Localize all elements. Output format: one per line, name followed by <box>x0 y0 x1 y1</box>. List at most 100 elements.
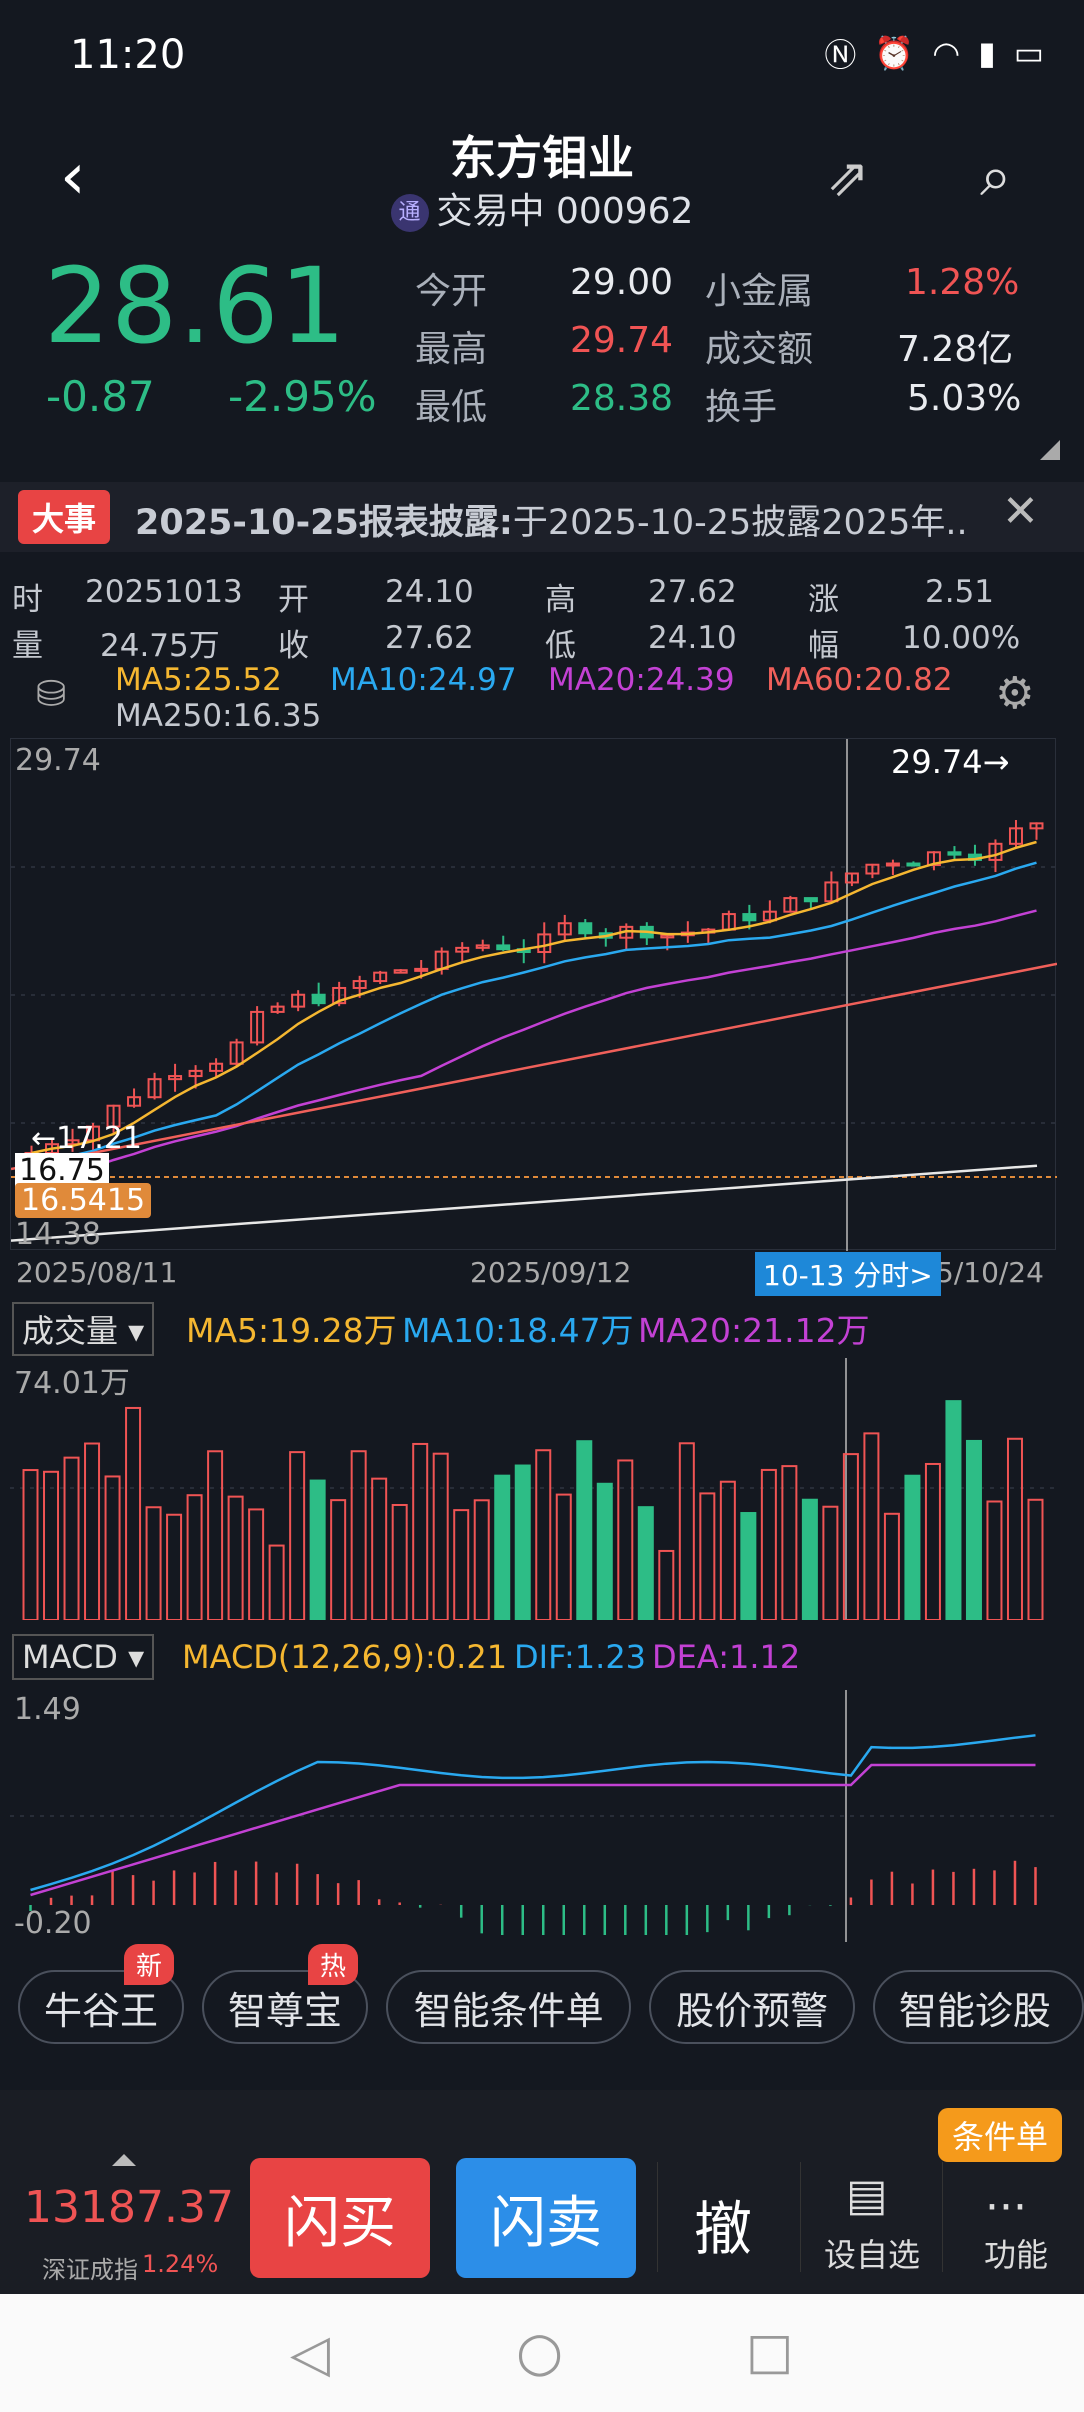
info-open: 24.10 <box>385 574 474 610</box>
price-alert-button[interactable]: 股价预警 <box>649 1970 855 2044</box>
smart-condition-button[interactable]: 智能条件单 <box>386 1970 632 2044</box>
candle <box>455 942 470 963</box>
volume-bar <box>227 1495 244 1621</box>
index-name: 深证成指 <box>42 2256 138 2284</box>
trade-state: 交易中 <box>436 191 545 232</box>
kline-chart[interactable]: 29.74 29.74→ ←17.21 16.75 16.5415 14.38 <box>10 738 1058 1252</box>
volume-bar <box>494 1474 511 1621</box>
ma60-line <box>10 962 1058 1171</box>
vol-ma5: MA5:19.28万 <box>186 1311 397 1350</box>
ma-line <box>31 840 1037 1155</box>
database-icon[interactable]: ⛁ <box>36 674 67 715</box>
volume-bar <box>760 1468 777 1621</box>
divider <box>942 2162 943 2272</box>
volume-bar <box>412 1442 429 1621</box>
watchlist-icon[interactable]: ▤ <box>846 2170 888 2221</box>
volume-bar <box>43 1470 60 1621</box>
candle <box>537 922 552 964</box>
volume-bar <box>678 1442 695 1622</box>
stock-code: 000962 <box>556 191 694 232</box>
info-up-label: 涨 <box>808 582 839 618</box>
volume-bar <box>289 1451 306 1621</box>
candle <box>844 872 859 887</box>
dea-line <box>30 1763 1036 1897</box>
volume-bar <box>719 1480 736 1621</box>
dif-value: DIF:1.23 <box>514 1638 647 1676</box>
nfc-icon: Ⓝ <box>824 36 857 74</box>
candle <box>824 871 839 904</box>
low-label: 最低 <box>415 387 488 428</box>
ma-line <box>31 909 1037 1181</box>
gear-icon[interactable]: ⚙ <box>995 668 1035 719</box>
share-icon[interactable]: ⇗ <box>826 148 870 208</box>
vol-max-label: 74.01万 <box>14 1366 130 1401</box>
btn-label: 股价预警 <box>676 1988 829 2033</box>
volume-bar <box>186 1494 203 1621</box>
condition-order-tag[interactable]: 条件单 <box>938 2108 1063 2162</box>
volume-bar <box>863 1432 880 1621</box>
low-value: 28.38 <box>570 378 674 419</box>
date-start: 2025/08/11 <box>16 1256 178 1289</box>
event-banner[interactable]: 大事 2025-10-25报表披露:于2025-10-25披露2025年.. ✕ <box>0 482 1084 552</box>
macd-selector[interactable]: MACD ▾ <box>12 1634 155 1680</box>
nav-recent-icon[interactable]: □ <box>746 2322 794 2380</box>
info-close-label: 收 <box>278 628 309 664</box>
candle <box>270 1002 285 1014</box>
volume-bar <box>473 1499 490 1621</box>
candle <box>65 1128 80 1152</box>
function-label[interactable]: 功能 <box>984 2236 1049 2274</box>
volume-bar <box>63 1456 80 1621</box>
flash-buy-button[interactable]: 闪买 <box>250 2158 430 2278</box>
turnover-rate-label: 换手 <box>705 387 778 428</box>
vol-ma20: MA20:21.12万 <box>638 1311 870 1350</box>
macd-value: MACD(12,26,9):0.21 <box>182 1638 508 1676</box>
volume-bar <box>658 1549 675 1621</box>
ma20-label: MA20:24.39 <box>548 662 735 698</box>
cancel-button[interactable]: 撤 <box>694 2195 753 2263</box>
status-bar: 11:20 Ⓝ ⏰ ◠ ▮ ▭ <box>0 0 1084 110</box>
ma10-label: MA10:24.97 <box>330 662 517 698</box>
stock-name: 东方钼业 <box>450 131 634 185</box>
event-tag: 大事 <box>18 490 111 544</box>
info-low: 24.10 <box>648 620 737 656</box>
expand-corner-icon[interactable] <box>1040 440 1060 460</box>
candle <box>127 1088 142 1108</box>
ma-line <box>31 861 1037 1164</box>
nav-back-icon[interactable]: ◁ <box>290 2324 330 2384</box>
dif-line <box>30 1734 1036 1892</box>
price-change-pct: -2.95% <box>228 372 377 421</box>
btn-label: 智尊宝 <box>228 1988 343 2033</box>
candle <box>496 935 511 951</box>
volume-selector[interactable]: 成交量 ▾ <box>12 1302 155 1356</box>
close-icon[interactable]: ✕ <box>1002 486 1039 537</box>
ma60-label: MA60:20.82 <box>766 662 953 698</box>
info-high-label: 高 <box>545 582 576 618</box>
smart-diagnosis-button[interactable]: 智能诊股 <box>872 1970 1084 2044</box>
macd-chart[interactable]: 1.49 -0.20 <box>10 1690 1056 1942</box>
intraday-link[interactable]: 10-13 分时> <box>755 1252 941 1296</box>
niuguwang-button[interactable]: 牛谷王新 <box>18 1944 185 2044</box>
candle <box>967 844 982 866</box>
nav-home-icon[interactable]: ○ <box>516 2320 564 2383</box>
info-vol-label: 量 <box>12 628 43 664</box>
info-vol: 24.75万 <box>100 628 220 664</box>
turnover-amount-label: 成交额 <box>705 329 814 370</box>
volume-bar <box>330 1499 347 1621</box>
candle <box>803 897 818 909</box>
candle <box>721 910 736 931</box>
add-watchlist-label[interactable]: 设自选 <box>824 2236 921 2274</box>
zhizunbao-button[interactable]: 智尊宝热 <box>202 1944 369 2044</box>
volume-bar <box>883 1512 900 1621</box>
more-icon[interactable]: ··· <box>985 2182 1027 2233</box>
back-icon[interactable]: ‹ <box>60 140 86 214</box>
index-value[interactable]: 13187.37 <box>24 2182 234 2233</box>
ma250-label: MA250:16.35 <box>115 698 322 734</box>
kline-low-label: 14.38 <box>15 1217 101 1252</box>
search-icon[interactable]: ⌕ <box>980 144 1012 209</box>
volume-bar <box>84 1442 101 1621</box>
macd-svg <box>10 1690 1056 1942</box>
volume-bar <box>207 1450 224 1621</box>
flash-sell-button[interactable]: 闪卖 <box>456 2158 636 2278</box>
ma250-line <box>10 1164 1038 1242</box>
volume-chart[interactable]: 74.01万 <box>10 1358 1056 1622</box>
